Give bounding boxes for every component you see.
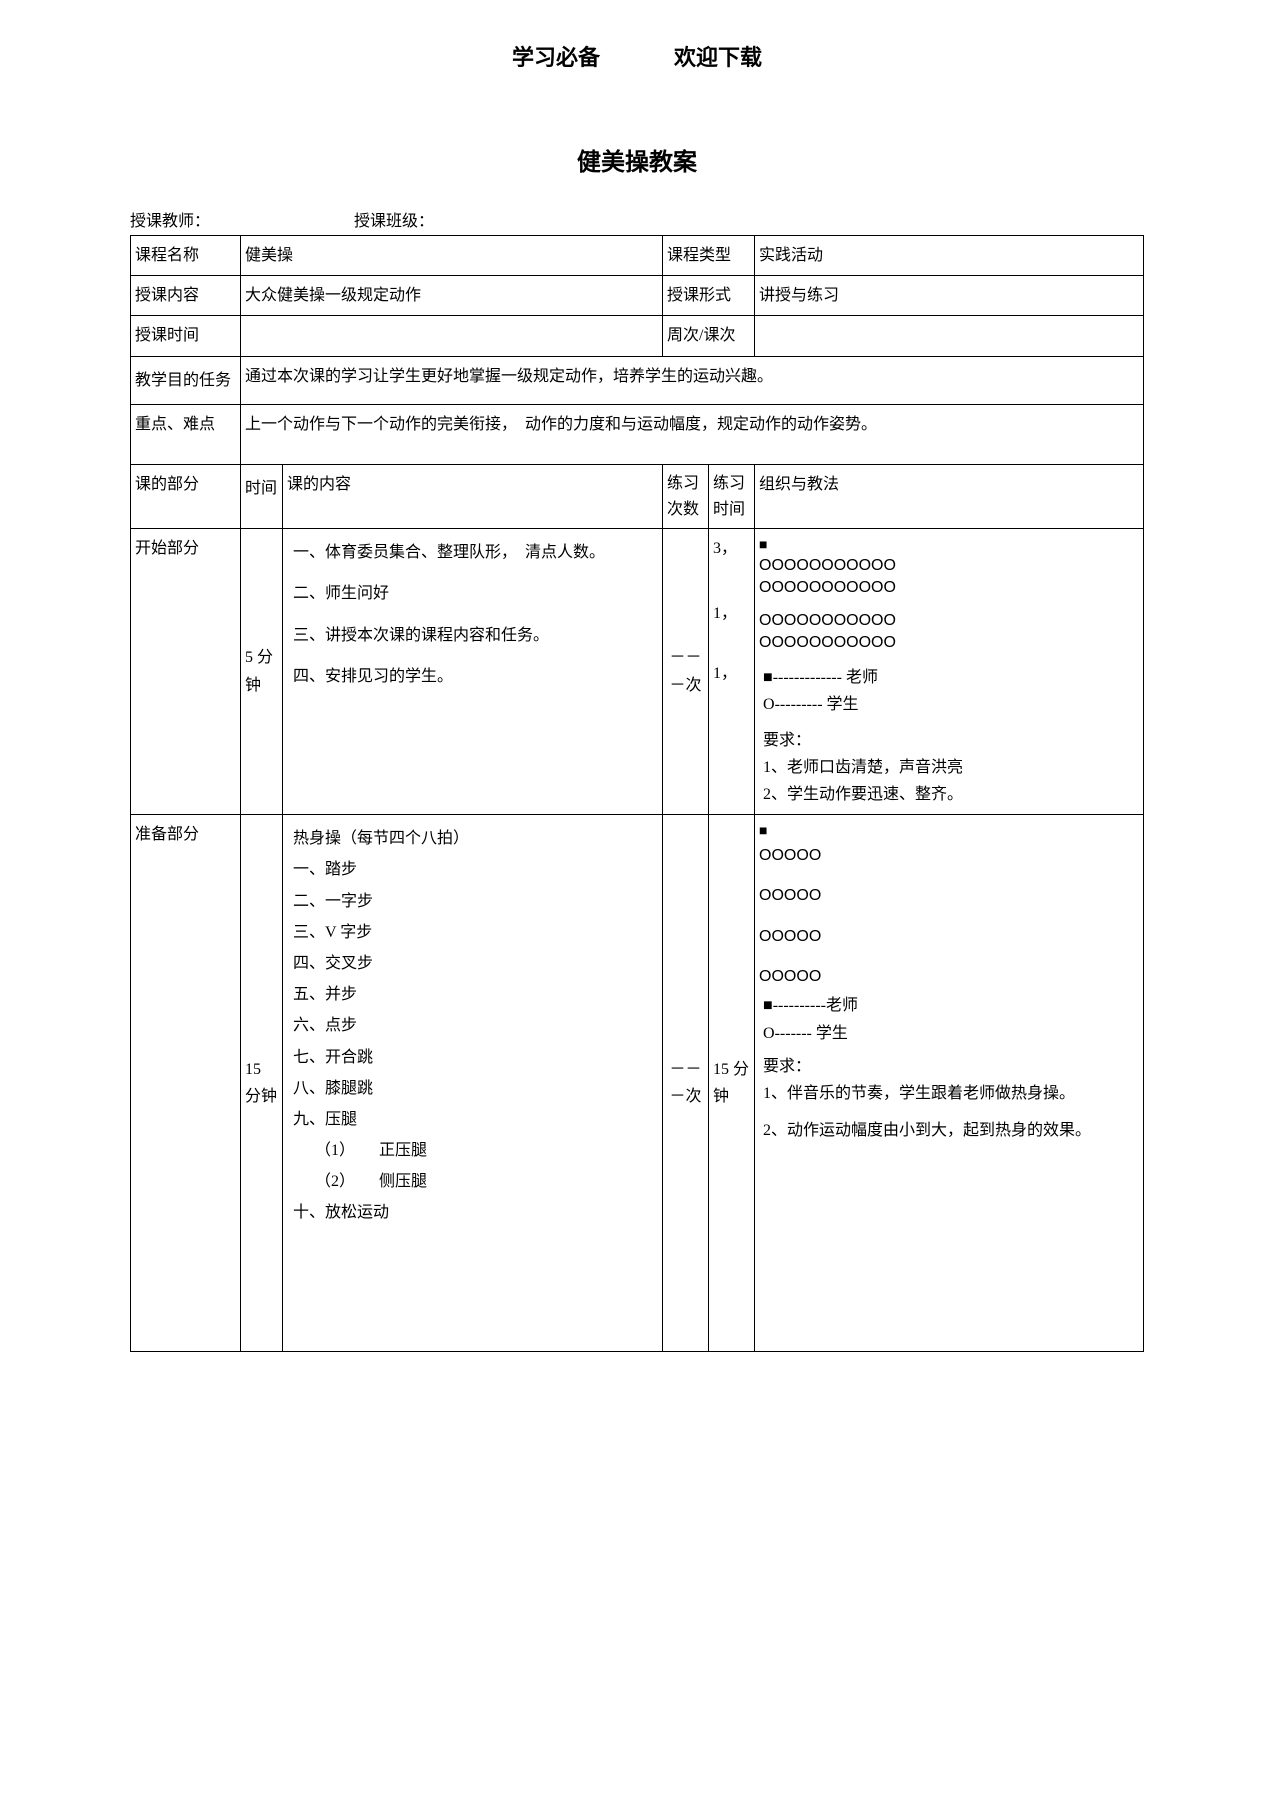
req1: 1、伴音乐的节奏，学生跟着老师做热身操。: [763, 1080, 1139, 1107]
prep-c9a: （1） 正压腿: [293, 1137, 652, 1164]
hdr-org: 组织与教法: [755, 464, 1144, 528]
prep-c7: 七、开合跳: [293, 1044, 652, 1071]
cell-key: 课程类型: [663, 236, 755, 276]
cell-key: 周次/课次: [663, 316, 755, 356]
table-row: 授课内容 大众健美操一级规定动作 授课形式 讲授与练习: [131, 276, 1144, 316]
doc-title: 健美操教案: [130, 142, 1144, 177]
req2: 2、动作运动幅度由小到大，起到热身的效果。: [763, 1117, 1139, 1144]
start-c1: 一、体育委员集合、整理队形， 清点人数。: [293, 539, 652, 566]
prep-c6: 六、点步: [293, 1012, 652, 1039]
start-label: 开始部分: [131, 529, 241, 815]
table-row: 重点、难点 上一个动作与下一个动作的完美衔接， 动作的力度和与运动幅度，规定动作…: [131, 404, 1144, 464]
prep-h: 热身操（每节四个八拍）: [293, 825, 652, 852]
cell-label: 授课时间: [131, 316, 241, 356]
table-row: 授课时间 周次/课次: [131, 316, 1144, 356]
start-time: 5 分钟: [241, 529, 283, 815]
dur3: 1，: [713, 660, 750, 687]
prep-c3: 三、V 字步: [293, 919, 652, 946]
teacher-label: 授课教师：: [130, 207, 210, 231]
cell-value: 健美操: [241, 236, 663, 276]
prep-row: 准备部分 15 分钟 热身操（每节四个八拍） 一、踏步 二、一字步 三、V 字步…: [131, 815, 1144, 1351]
hdr-reps: 练习次数: [663, 464, 709, 528]
class-label: 授课班级：: [354, 207, 434, 231]
dur2: 1，: [713, 600, 750, 627]
prep-label: 准备部分: [131, 815, 241, 1351]
header-right: 欢迎下载: [674, 40, 762, 72]
prep-org: ■ OOOOO OOOOO OOOOO OOOOO ■----------老师 …: [755, 815, 1144, 1351]
legend-student: O------- 学生: [763, 1020, 1139, 1047]
square-icon: ■: [759, 821, 1139, 841]
header-left: 学习必备: [512, 40, 600, 72]
student-row: OOOOOOOOOOO: [759, 577, 1139, 599]
student-row: OOOOOOOOOOO: [759, 555, 1139, 577]
prep-c10: 十、放松运动: [293, 1199, 652, 1226]
cell-label: 教学目的任务: [131, 356, 241, 404]
cell-value: [755, 316, 1144, 356]
req-label: 要求：: [763, 727, 1139, 754]
prep-time: 15 分钟: [241, 815, 283, 1351]
legend-teacher: ■------------- 老师: [763, 664, 1139, 691]
legend-teacher: ■----------老师: [763, 992, 1139, 1019]
hdr-part: 课的部分: [131, 464, 241, 528]
cell-label: 课程名称: [131, 236, 241, 276]
table-row: 教学目的任务 通过本次课的学习让学生更好地掌握一级规定动作，培养学生的运动兴趣。: [131, 356, 1144, 404]
req2: 2、学生动作要迅速、整齐。: [763, 781, 1139, 808]
prep-c4: 四、交叉步: [293, 950, 652, 977]
start-c2: 二、师生问好: [293, 580, 652, 607]
cell-label: 重点、难点: [131, 404, 241, 464]
start-c4: 四、安排见习的学生。: [293, 663, 652, 690]
prep-c9: 九、压腿: [293, 1106, 652, 1133]
cell-value: [241, 316, 663, 356]
meta-row: 授课教师： 授课班级：: [130, 207, 1144, 231]
prep-c8: 八、膝腿跳: [293, 1075, 652, 1102]
page-header: 学习必备 欢迎下载: [130, 40, 1144, 72]
table-row: 课程名称 健美操 课程类型 实践活动: [131, 236, 1144, 276]
student-row: OOOOO: [759, 885, 1139, 907]
start-org: ■ OOOOOOOOOOO OOOOOOOOOOO OOOOOOOOOOO OO…: [755, 529, 1144, 815]
section-header-row: 课的部分 时间 课的内容 练习次数 练习时间 组织与教法: [131, 464, 1144, 528]
start-reps: －－－次: [663, 529, 709, 815]
hdr-time: 时间: [241, 464, 283, 528]
cell-value: 实践活动: [755, 236, 1144, 276]
prep-c2: 二、一字步: [293, 888, 652, 915]
square-icon: ■: [759, 535, 1139, 555]
cell-value: 上一个动作与下一个动作的完美衔接， 动作的力度和与运动幅度，规定动作的动作姿势。: [241, 404, 1144, 464]
prep-dur: 15 分钟: [709, 815, 755, 1351]
prep-c1: 一、踏步: [293, 856, 652, 883]
student-row: OOOOO: [759, 966, 1139, 988]
start-row: 开始部分 5 分钟 一、体育委员集合、整理队形， 清点人数。 二、师生问好 三、…: [131, 529, 1144, 815]
hdr-content: 课的内容: [283, 464, 663, 528]
req1: 1、老师口齿清楚，声音洪亮: [763, 754, 1139, 781]
req-label: 要求：: [763, 1053, 1139, 1080]
dur1: 3，: [713, 535, 750, 562]
cell-value: 通过本次课的学习让学生更好地掌握一级规定动作，培养学生的运动兴趣。: [241, 356, 1144, 404]
cell-label: 授课内容: [131, 276, 241, 316]
student-row: OOOOOOOOOOO: [759, 610, 1139, 632]
legend-student: O--------- 学生: [763, 691, 1139, 718]
student-row: OOOOO: [759, 926, 1139, 948]
prep-c5: 五、并步: [293, 981, 652, 1008]
hdr-dur: 练习时间: [709, 464, 755, 528]
cell-value: 大众健美操一级规定动作: [241, 276, 663, 316]
prep-reps: －－－次: [663, 815, 709, 1351]
cell-value: 讲授与练习: [755, 276, 1144, 316]
start-content: 一、体育委员集合、整理队形， 清点人数。 二、师生问好 三、讲授本次课的课程内容…: [283, 529, 663, 815]
cell-key: 授课形式: [663, 276, 755, 316]
prep-c9b: （2） 侧压腿: [293, 1168, 652, 1195]
start-dur: 3， 1， 1，: [709, 529, 755, 815]
student-row: OOOOO: [759, 845, 1139, 867]
start-c3: 三、讲授本次课的课程内容和任务。: [293, 622, 652, 649]
prep-content: 热身操（每节四个八拍） 一、踏步 二、一字步 三、V 字步 四、交叉步 五、并步…: [283, 815, 663, 1351]
lesson-table: 课程名称 健美操 课程类型 实践活动 授课内容 大众健美操一级规定动作 授课形式…: [130, 235, 1144, 1352]
student-row: OOOOOOOOOOO: [759, 632, 1139, 654]
